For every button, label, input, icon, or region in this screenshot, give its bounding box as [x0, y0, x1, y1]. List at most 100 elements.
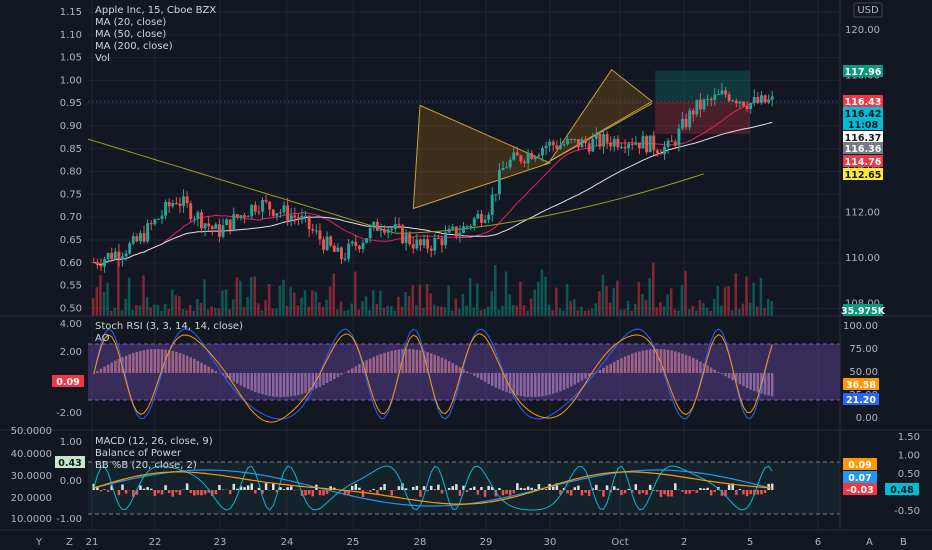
footer: Y Z A B: [35, 537, 907, 548]
ao-bar: [577, 373, 580, 383]
volume-bar: [458, 308, 461, 316]
legend-ma200[interactable]: MA (200, close): [95, 41, 173, 52]
volume-bar: [221, 290, 224, 316]
legend-vol[interactable]: Vol: [95, 53, 110, 64]
volume-bar: [608, 302, 612, 316]
legend-ma50[interactable]: MA (50, close): [95, 29, 166, 40]
macd-hist-bar: [623, 490, 627, 494]
macd-hist-bar: [368, 490, 372, 492]
macd-hist-bar: [638, 490, 641, 495]
candle-body: [490, 194, 494, 215]
volume-bar: [705, 307, 709, 316]
price-tick: 120.00: [845, 25, 880, 36]
price-tick: 112.00: [845, 207, 880, 218]
macd-hist-bar: [96, 486, 99, 490]
legend-bop[interactable]: Balance of Power: [95, 448, 182, 459]
candle-body: [591, 138, 595, 152]
volume-bar: [271, 308, 274, 316]
macd-hist-bar: [691, 490, 695, 492]
candle-body: [544, 145, 548, 149]
ao-bar: [228, 373, 232, 380]
macd-hist-bar: [494, 490, 498, 497]
legend-title[interactable]: Apple Inc, 15, Cboe BZX: [95, 5, 216, 16]
footer-b[interactable]: B: [900, 537, 907, 548]
ao-bar: [386, 351, 390, 373]
volume-bar: [389, 306, 393, 316]
volume-bar: [522, 305, 526, 316]
candle-body: [562, 144, 566, 146]
candle-body: [361, 242, 365, 249]
volume-bar: [339, 301, 343, 316]
candle-body: [200, 212, 203, 229]
candle-body: [343, 258, 347, 260]
ao-bar: [462, 369, 465, 373]
candle-body: [698, 99, 702, 110]
macd-hist-bar: [648, 484, 652, 490]
macd-hist-bar: [372, 488, 376, 490]
volume-bar: [756, 306, 759, 316]
macd-hist-bar: [559, 490, 562, 495]
ao-bar: [293, 373, 297, 396]
ao-bar: [699, 361, 702, 373]
volume-bar: [680, 284, 684, 316]
candle-body: [379, 229, 383, 231]
macd-hist-bar: [246, 485, 250, 490]
ao-bar: [677, 352, 681, 373]
currency-badge[interactable]: USD: [853, 2, 883, 18]
volume-bar: [576, 310, 580, 316]
legend-ao[interactable]: AO: [95, 333, 110, 344]
legend-bbb[interactable]: BB %B (20, close, 2): [95, 460, 197, 471]
ao-bar: [580, 373, 584, 381]
macd-hist-bar: [602, 490, 605, 497]
candle-body: [609, 142, 613, 147]
ao-bar: [114, 360, 117, 373]
ao-bar: [641, 350, 645, 373]
ao-bar: [569, 373, 573, 387]
candle-body: [681, 118, 684, 129]
volume-bar: [253, 276, 257, 316]
ao-bar: [333, 373, 336, 380]
candle-body: [103, 258, 106, 267]
ao-bar: [674, 351, 677, 373]
footer-z[interactable]: Z: [66, 537, 73, 548]
candle-body: [178, 203, 182, 206]
volume-bar: [407, 296, 411, 316]
macd-hist-bar: [684, 490, 688, 495]
macd-hist-bar: [250, 483, 253, 490]
time-label: 22: [149, 537, 162, 548]
macd-hist-bar: [770, 483, 774, 490]
ao-bar: [562, 373, 566, 390]
candle-body: [444, 232, 447, 246]
candle-body: [142, 233, 146, 242]
volume-bar: [264, 300, 267, 316]
volume-bar: [92, 298, 95, 316]
legend-ma20[interactable]: MA (20, close): [95, 17, 166, 28]
candle-body: [304, 215, 308, 217]
macd-hist-bar: [257, 487, 261, 490]
volume-bar: [519, 281, 522, 316]
ao-bar: [620, 358, 623, 373]
volume-bar: [127, 277, 131, 316]
legend-stochrsi[interactable]: Stoch RSI (3, 3, 14, 14, close): [95, 321, 243, 332]
moving-averages: [87, 99, 773, 266]
volume-bar: [192, 310, 196, 316]
candle-body: [386, 229, 390, 233]
macd-hist-bar: [117, 490, 121, 496]
volume-bar: [483, 309, 486, 316]
volume-bar: [562, 310, 565, 316]
ao-bar: [404, 349, 408, 373]
volume-bar: [454, 298, 458, 316]
volume-bar: [156, 304, 160, 316]
candle-body: [659, 152, 663, 155]
ao-bar: [139, 350, 142, 373]
svg-text:0.48: 0.48: [890, 485, 914, 496]
legend-macd[interactable]: MACD (12, 26, close, 9): [95, 436, 213, 447]
footer-a[interactable]: A: [866, 537, 873, 548]
candle-body: [770, 96, 774, 100]
ao-bar: [354, 366, 358, 373]
ao-bar: [587, 373, 591, 377]
macd-hist-bar: [142, 488, 146, 490]
ao-bar: [487, 373, 490, 384]
footer-y[interactable]: Y: [35, 537, 43, 548]
